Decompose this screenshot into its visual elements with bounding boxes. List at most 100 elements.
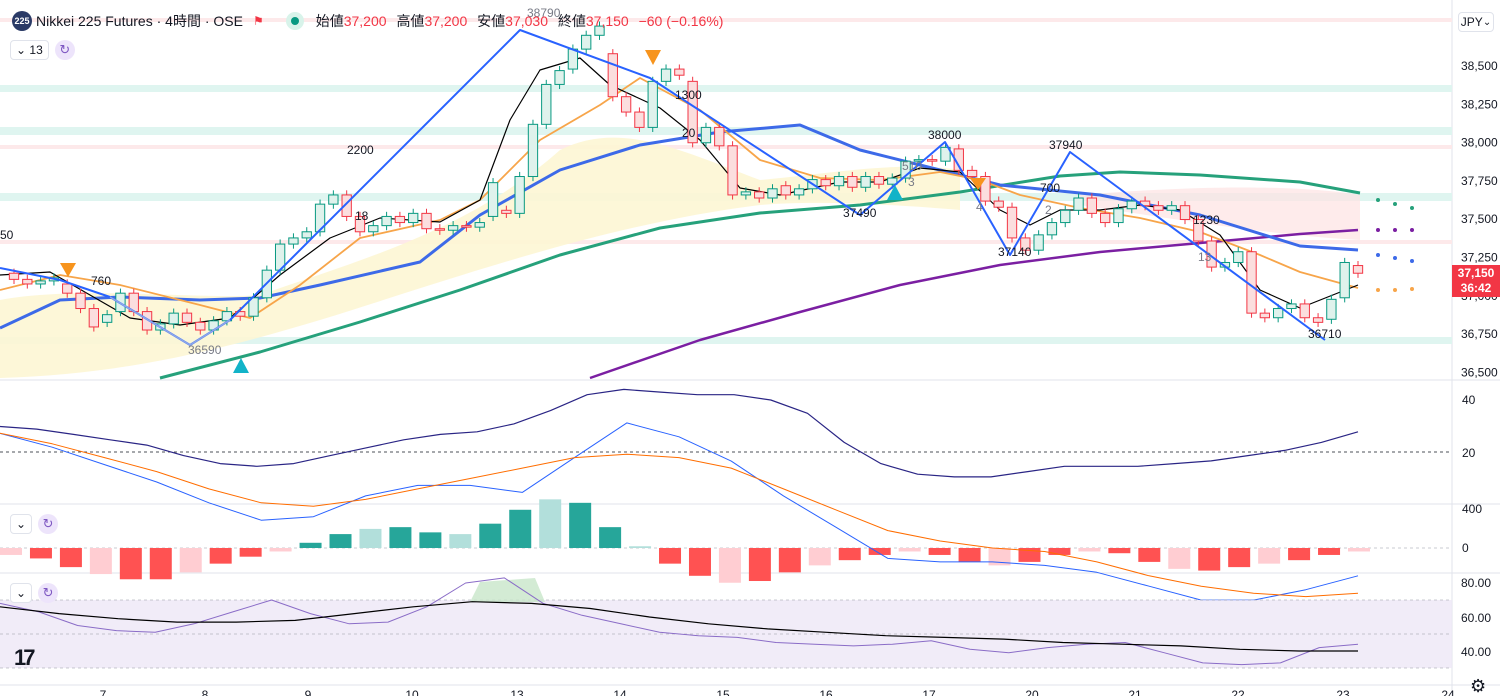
candle-body [35, 280, 46, 285]
candle-body [62, 283, 73, 294]
support-resistance-zone [0, 18, 1452, 22]
zigzag-annotation: 1300 [675, 88, 702, 102]
indicator-count: 13 [29, 43, 43, 57]
candle-body [660, 68, 672, 82]
candle-body [195, 321, 206, 331]
chevron-down-icon: ⌄ [16, 43, 27, 57]
forecast-dot [1393, 288, 1397, 292]
macd-histogram-bar [1138, 548, 1161, 562]
macd-histogram-bar [539, 499, 562, 548]
macd-collapse-button[interactable]: ⌄ [10, 514, 33, 534]
candle-body [554, 70, 565, 85]
time-tick-label: 16 [819, 688, 833, 696]
candle-body [1352, 265, 1364, 274]
candle-body [421, 212, 432, 230]
zigzag-annotation: 20 [682, 126, 696, 140]
support-resistance-zone [0, 85, 1452, 92]
macd-histogram-bar [1288, 548, 1311, 561]
time-tick-label: 22 [1231, 688, 1245, 696]
close-label: 終値 [557, 13, 586, 29]
macd-histogram-bar [1258, 548, 1281, 564]
macd-histogram-bar [629, 546, 652, 548]
zigzag-annotation: 3 [908, 175, 915, 189]
candle-body [833, 176, 845, 187]
price-tick-label: 36,750 [1461, 327, 1498, 341]
macd-tick-label: 400 [1462, 502, 1482, 516]
candle-body [394, 215, 406, 224]
candle-body [301, 231, 312, 239]
candle-body [607, 53, 618, 98]
candle-body [527, 123, 539, 178]
macd-histogram-bar [688, 548, 711, 576]
macd-histogram-bar [209, 548, 232, 564]
chevron-down-icon: ⌄ [16, 517, 27, 531]
market-status-dot-icon[interactable] [285, 12, 304, 30]
flag-icon[interactable]: ⚑ [252, 14, 264, 28]
macd-histogram-bar [988, 548, 1011, 566]
sync-icon[interactable]: ↻ [54, 40, 75, 60]
macd-histogram-bar [718, 548, 741, 583]
macd-histogram-bar [359, 528, 382, 548]
rsi-pane-controls: ⌄ ↻ [10, 583, 59, 603]
macd-histogram-bar [1348, 548, 1370, 552]
candle-body [368, 225, 379, 233]
macd-histogram-bar [89, 548, 112, 575]
forecast-dot [1410, 259, 1414, 263]
support-resistance-zone [0, 337, 1452, 344]
high-value: 37,200 [424, 13, 468, 29]
macd-histogram-bar [778, 548, 801, 573]
sync-icon[interactable]: ↻ [38, 583, 59, 603]
forecast-dot [1376, 198, 1380, 202]
candle-body [1312, 317, 1324, 323]
candle-body [887, 177, 898, 185]
tradingview-logo-icon[interactable]: 17 [14, 645, 36, 670]
candle-body [75, 292, 86, 310]
sell-signal-icon [970, 178, 986, 190]
rsi-ma-line [0, 601, 1358, 652]
zigzag-annotation: 36590 [188, 343, 222, 357]
macd-histogram-bar [389, 527, 412, 548]
bar-countdown: 36:42 [1460, 281, 1492, 295]
collapse-indicators-button[interactable]: ⌄ 13 [10, 40, 49, 60]
currency-selector[interactable]: JPY ⌄ [1458, 12, 1494, 32]
candle-body [700, 126, 712, 144]
forecast-dot [1410, 206, 1414, 210]
candle-body [780, 185, 791, 196]
candle-body [1179, 205, 1191, 220]
chevron-down-icon: ⌄ [1482, 16, 1492, 28]
gear-icon[interactable]: ⚙ [1470, 676, 1487, 696]
macd-histogram-bar [179, 548, 202, 573]
candle-body [101, 314, 113, 323]
candle-body [980, 176, 991, 202]
candle-body [847, 176, 858, 188]
candle-body [1086, 197, 1098, 214]
candle-body [461, 225, 472, 228]
candle-body [647, 80, 658, 128]
candle-body [1153, 205, 1164, 211]
time-tick-label: 13 [510, 688, 524, 696]
sync-icon[interactable]: ↻ [38, 514, 59, 534]
symbol-title[interactable]: Nikkei 225 Futures · 4時間 · OSE [36, 13, 243, 29]
zigzag-annotation: 700 [1040, 181, 1060, 195]
macd-histogram-bar [748, 548, 771, 582]
candle-body [714, 126, 725, 147]
candle-body [408, 212, 419, 224]
macd-line [0, 422, 1359, 601]
price-tick-label: 38,000 [1461, 136, 1498, 150]
rsi-collapse-button[interactable]: ⌄ [10, 583, 33, 603]
candle-body [793, 188, 805, 196]
candle-body [1286, 303, 1297, 310]
ma-green-line [159, 170, 1361, 380]
candle-body [754, 191, 765, 199]
price-tick-label: 38,500 [1461, 59, 1498, 73]
zigzag-annotation: 2200 [347, 143, 374, 157]
time-tick-label: 7 [100, 688, 107, 696]
candle-body [1126, 200, 1137, 210]
macd-histogram-bar [1198, 548, 1221, 571]
candle-body [1020, 237, 1031, 251]
macd-histogram-bar [239, 548, 262, 557]
ma-blue-line [0, 123, 1359, 330]
currency-label: JPY [1460, 15, 1483, 29]
osc-tick-label: 20 [1462, 446, 1476, 460]
